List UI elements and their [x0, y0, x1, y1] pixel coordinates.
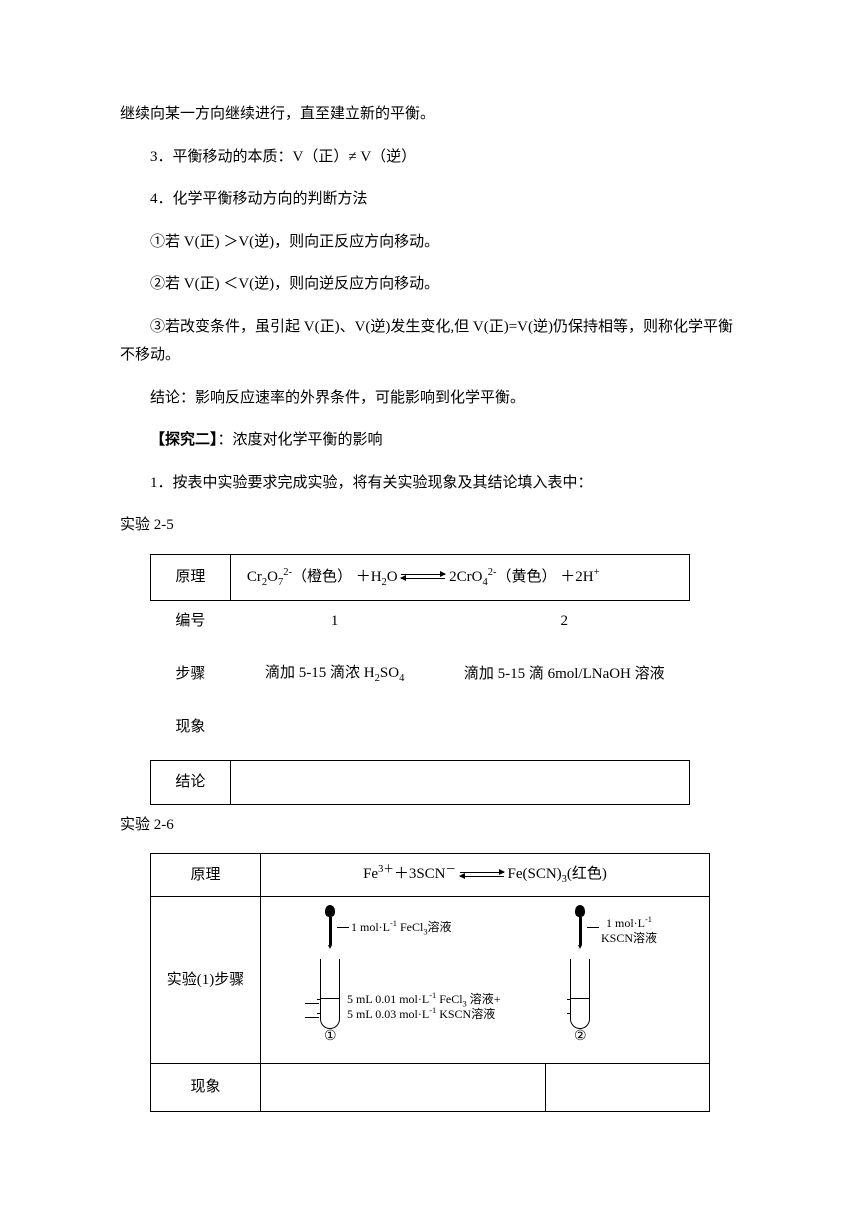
- continuation-line: 继续向某一方向继续进行，直至建立新的平衡。: [120, 100, 740, 129]
- inquiry-2-bold: 【探究二】: [150, 432, 218, 448]
- test-tube-icon: [570, 959, 590, 1029]
- t26-phen-2: [546, 1063, 710, 1111]
- equilibrium-arrow-icon: [401, 572, 445, 582]
- point-3: 3．平衡移动的本质：V（正）≠ V（逆）: [120, 143, 740, 172]
- t25-principle-header: 原理: [151, 554, 231, 600]
- dropper-2-label: 1 mol·L-1KSCN溶液: [601, 915, 657, 946]
- test-tube-icon: [320, 959, 340, 1029]
- experiment-diagram: 1 mol·L-1 FeCl3溶液 5 mL 0.01 mol·L-1 FeCl…: [275, 905, 695, 1055]
- t25-conc-header: 结论: [151, 760, 231, 804]
- dropper-1-label: 1 mol·L-1 FeCl3溶液: [351, 919, 452, 938]
- t25-conc-cell: [230, 760, 689, 804]
- leader-line: [587, 927, 599, 928]
- t26-principle-header: 原理: [151, 854, 261, 897]
- t26-phen-1: [261, 1063, 546, 1111]
- leader-line: [305, 1017, 319, 1018]
- t25-phen-2: [439, 707, 690, 748]
- inquiry-2-rest: ：浓度对化学平衡的影响: [218, 432, 383, 448]
- t26-equation: Fe3＋＋3SCN－ Fe(SCN)3(红色): [261, 854, 710, 897]
- t25-step-2: 滴加 5-15 滴 6mol/LNaOH 溶液: [439, 653, 690, 695]
- dropper-icon: [325, 905, 335, 945]
- t25-phen-header: 现象: [151, 707, 231, 748]
- experiment-2-6-label: 实验 2-6: [120, 811, 740, 840]
- circle-1-label: ①: [324, 1024, 337, 1051]
- leader-line: [305, 1003, 319, 1004]
- tube-mix-label-2: 5 mL 0.03 mol·L-1 KSCN溶液: [347, 1006, 495, 1022]
- rule-1: ①若 V(正) ＞V(逆)，则向正反应方向移动。: [120, 228, 740, 257]
- t26-step-header: 实验(1)步骤: [151, 896, 261, 1063]
- t25-num-header: 编号: [151, 600, 231, 641]
- t25-phen-1: [230, 707, 439, 748]
- rule-3: ③若改变条件，虽引起 V(正)、V(逆)发生变化,但 V(正)=V(逆)仍保持相…: [120, 313, 740, 370]
- leader-line: [337, 927, 349, 928]
- t25-num-1: 1: [230, 600, 439, 641]
- experiment-2-5-label: 实验 2-5: [120, 511, 740, 540]
- table-2-5: 原理 Cr2O72-（橙色） ＋H2O 2CrO42-（黄色） ＋2H+ 编号 …: [150, 554, 690, 805]
- equilibrium-arrow-icon: [460, 870, 504, 880]
- instruction-1: 1．按表中实验要求完成实验，将有关实验现象及其结论填入表中：: [120, 469, 740, 498]
- rule-2: ②若 V(正) ＜V(逆)，则向逆反应方向移动。: [120, 270, 740, 299]
- t25-equation: Cr2O72-（橙色） ＋H2O 2CrO42-（黄色） ＋2H+: [230, 554, 689, 600]
- t26-phen-header: 现象: [151, 1063, 261, 1111]
- t25-step-1: 滴加 5-15 滴浓 H2SO4: [230, 653, 439, 695]
- dropper-icon: [575, 905, 585, 945]
- t25-step-header: 步骤: [151, 653, 231, 695]
- conclusion-line: 结论：影响反应速率的外界条件，可能影响到化学平衡。: [120, 384, 740, 413]
- inquiry-2-heading: 【探究二】：浓度对化学平衡的影响: [120, 426, 740, 455]
- circle-2-label: ②: [574, 1024, 587, 1051]
- point-4: 4．化学平衡移动方向的判断方法: [120, 185, 740, 214]
- t25-num-2: 2: [439, 600, 690, 641]
- table-2-6: 原理 Fe3＋＋3SCN－ Fe(SCN)3(红色) 实验(1)步骤 1 mol…: [150, 853, 710, 1112]
